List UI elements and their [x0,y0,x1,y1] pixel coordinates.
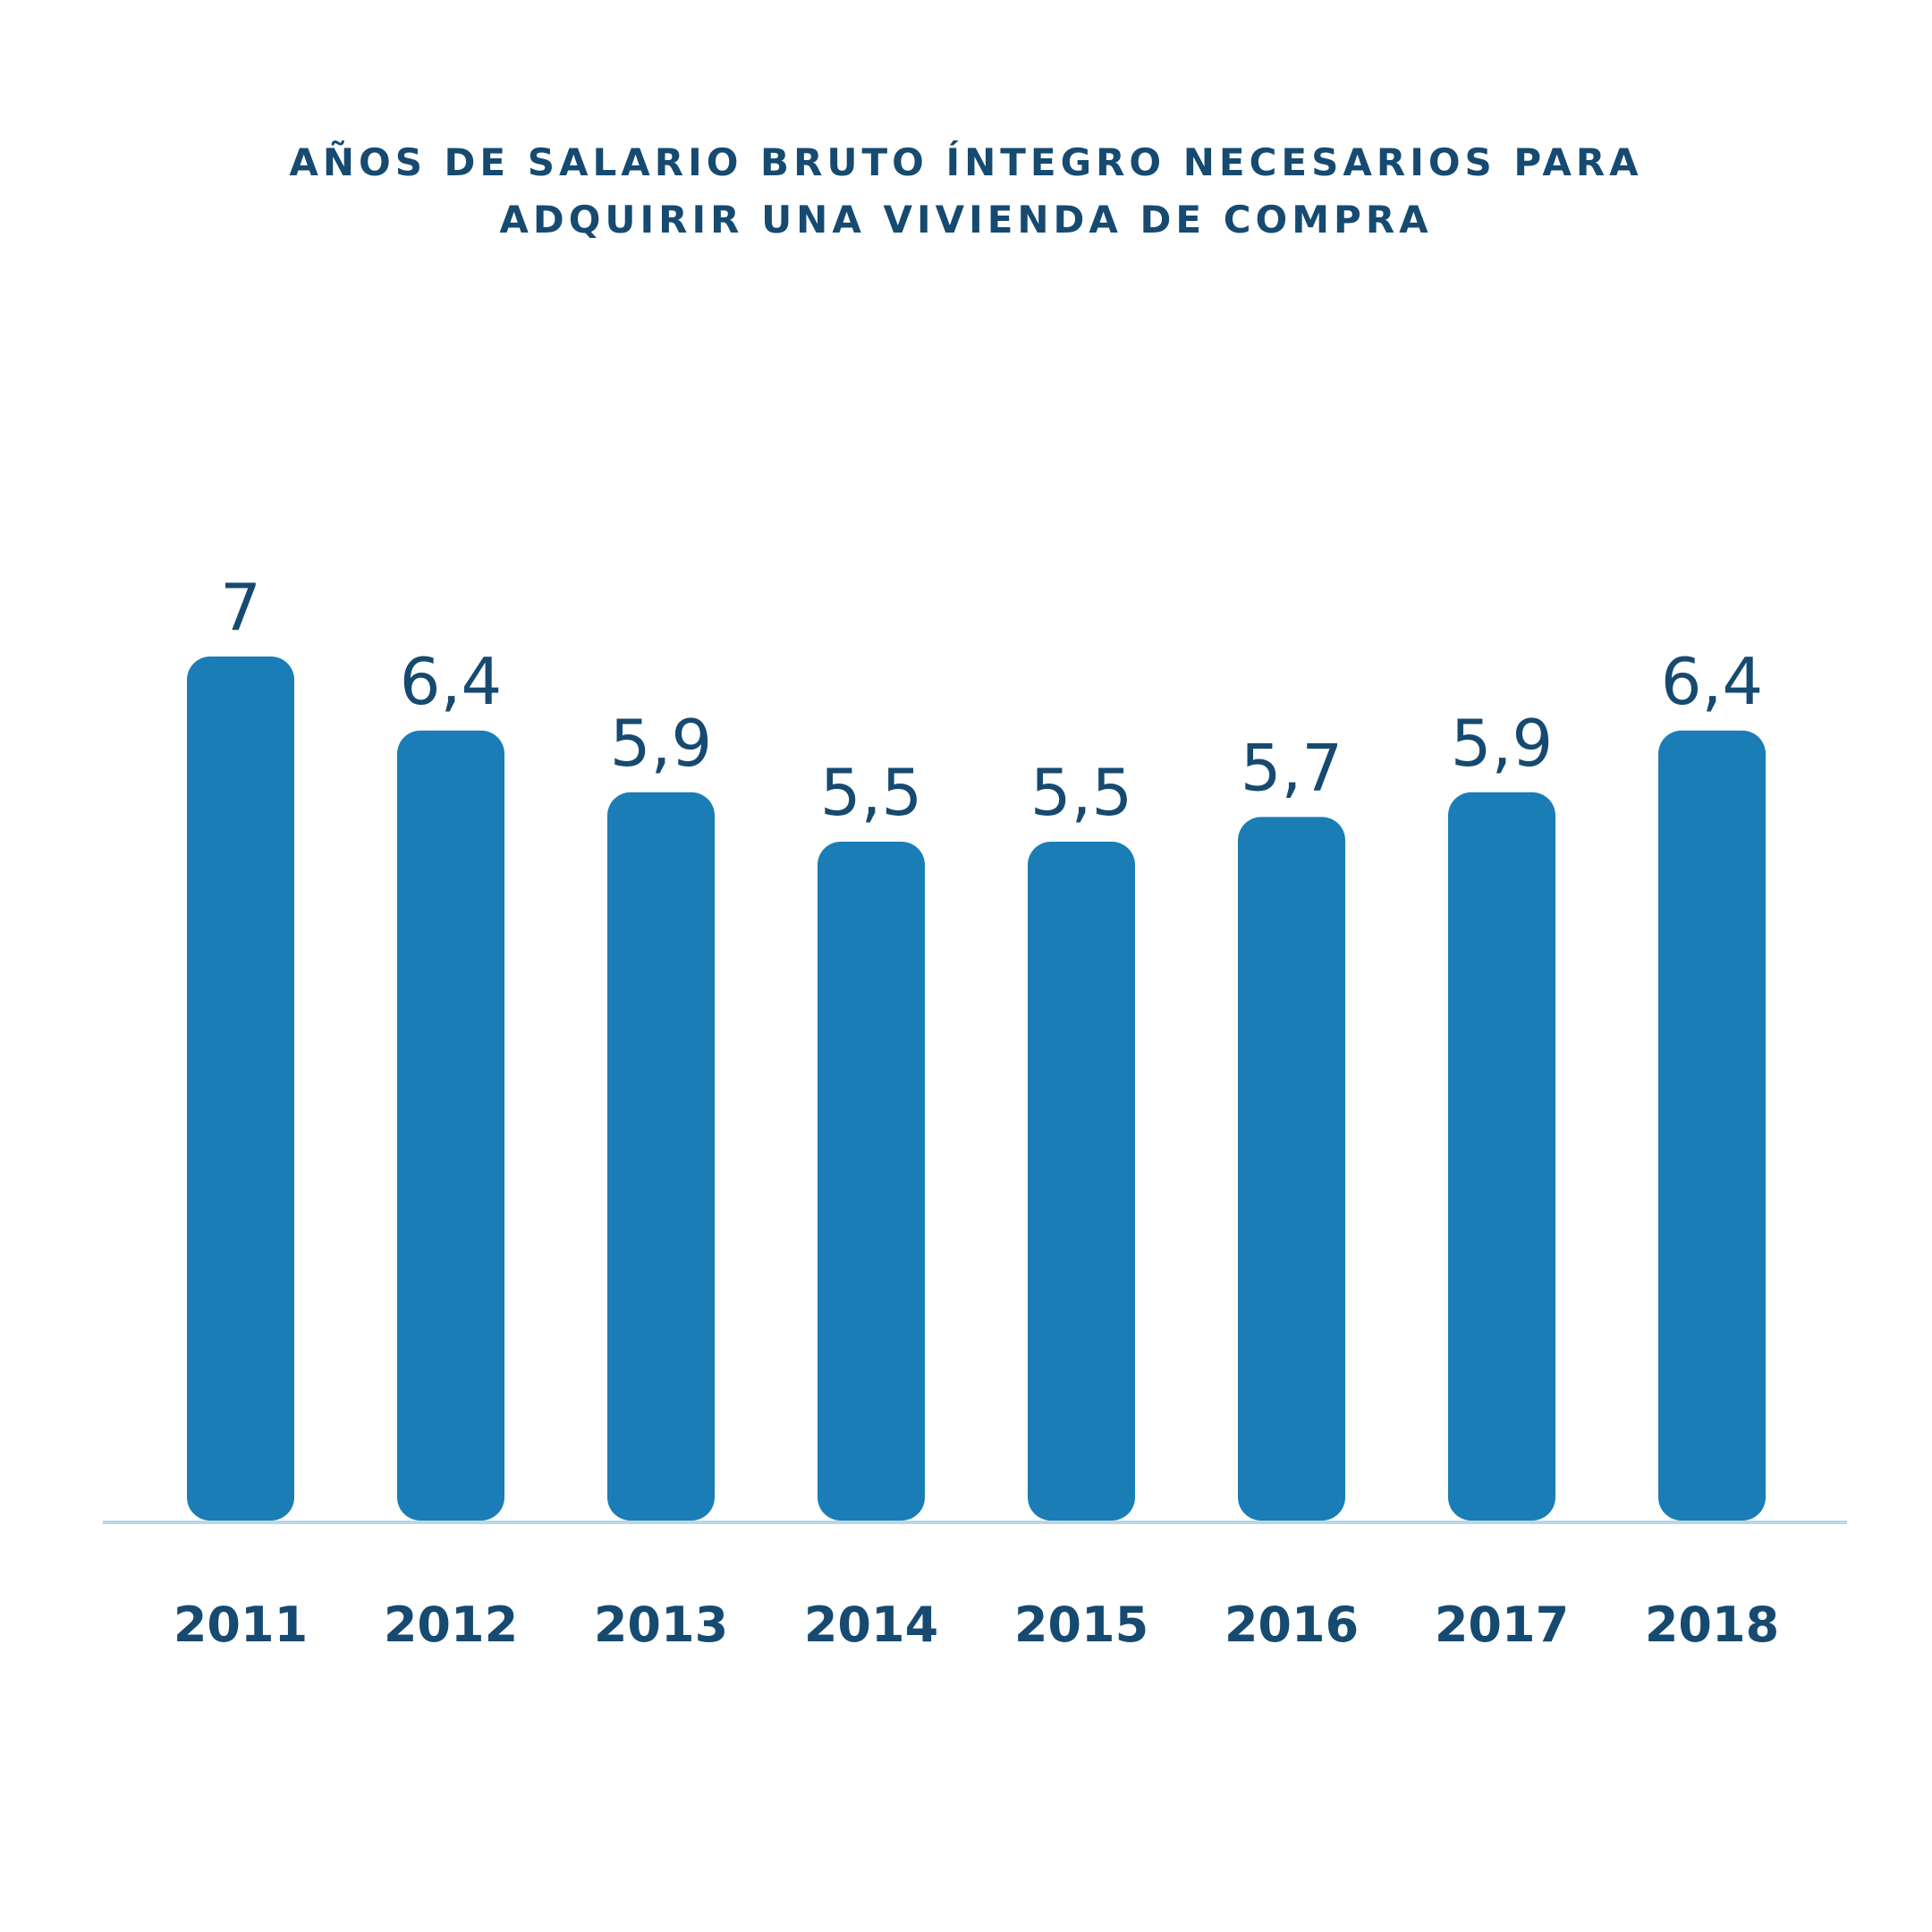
value-label-2014: 5,5 [820,755,923,830]
value-label-2012: 6,4 [400,644,503,719]
bar-2012 [397,730,504,1521]
bar-2015 [1028,842,1135,1521]
value-label-2016: 5,7 [1241,730,1343,805]
chart-title: AÑOS DE SALARIO BRUTO ÍNTEGRO NECESARIOS… [0,134,1932,249]
category-label-2014: 2014 [804,1597,938,1653]
bar-2016 [1238,817,1345,1521]
category-label-2012: 2012 [384,1597,518,1653]
value-label-2015: 5,5 [1030,755,1133,830]
value-labels-group: 7 6,4 5,9 5,5 5,5 5,7 5,9 6,4 [220,570,1763,830]
bar-2018 [1658,730,1766,1521]
value-label-2011: 7 [220,570,261,645]
bars-group [187,657,1766,1521]
value-label-2017: 5,9 [1451,706,1554,781]
bar-2014 [818,842,925,1521]
category-label-2011: 2011 [174,1597,308,1653]
bar-2011 [187,657,294,1521]
category-label-2015: 2015 [1014,1597,1148,1653]
chart-title-line-1: AÑOS DE SALARIO BRUTO ÍNTEGRO NECESARIOS… [289,140,1643,184]
category-label-2018: 2018 [1645,1597,1779,1653]
bar-2017 [1448,792,1555,1521]
value-label-2013: 5,9 [610,706,713,781]
category-label-2016: 2016 [1224,1597,1359,1653]
chart-title-line-2: ADQUIRIR UNA VIVIENDA DE COMPRA [499,198,1433,242]
category-label-2013: 2013 [594,1597,728,1653]
value-label-2018: 6,4 [1661,644,1764,719]
bar-2013 [607,792,715,1521]
category-labels-group: 2011 2012 2013 2014 2015 2016 2017 2018 [174,1597,1779,1653]
category-label-2017: 2017 [1435,1597,1569,1653]
